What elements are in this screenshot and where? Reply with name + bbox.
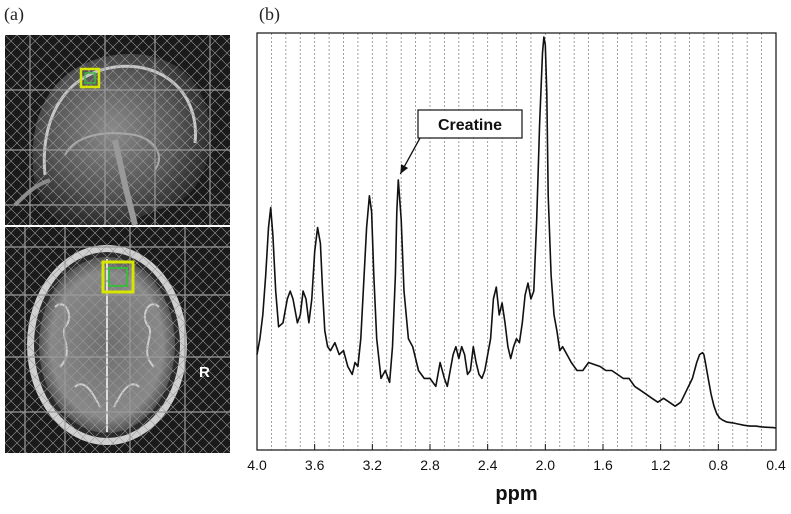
creatine-annotation-label: Creatine — [438, 117, 502, 134]
x-tick-label: 1.6 — [593, 457, 613, 473]
creatine-annotation-box — [417, 109, 523, 139]
x-tick-label: 2.0 — [536, 457, 556, 473]
sagittal-mri-image — [5, 35, 230, 226]
x-tick-label: 4.0 — [247, 457, 267, 473]
x-tick-label: 1.2 — [651, 457, 671, 473]
mri-panel: R — [5, 35, 230, 453]
vertical-gridlines — [271, 33, 762, 450]
x-axis-ticks: 4.0 3.6 3.2 2.8 2.4 2.0 1.6 1.2 0.8 0.4 — [247, 444, 786, 473]
x-axis-label: ppm — [495, 483, 537, 505]
x-tick-label: 3.2 — [363, 457, 383, 473]
x-tick-label: 3.6 — [305, 457, 325, 473]
x-tick-label: 2.4 — [478, 457, 498, 473]
axial-mri-image: R — [5, 227, 230, 453]
spectrum-series-line — [256, 36, 777, 429]
x-tick-label: 2.8 — [420, 457, 440, 473]
sagittal-voxel-marker — [79, 67, 101, 89]
creatine-annotation: Creatine — [399, 109, 523, 175]
orientation-label-r: R — [199, 364, 210, 381]
x-tick-label: 0.8 — [709, 457, 729, 473]
panel-label-b: (b) — [259, 4, 280, 24]
plot-frame — [256, 32, 777, 451]
panel-label-a: (a) — [4, 4, 24, 24]
x-tick-label: 0.4 — [766, 457, 786, 473]
creatine-annotation-arrowhead — [400, 164, 409, 174]
axial-voxel-marker — [101, 260, 135, 294]
